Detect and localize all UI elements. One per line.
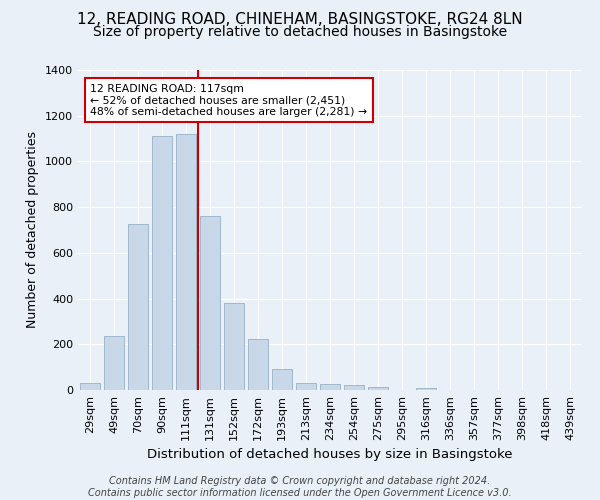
Bar [176, 134, 196, 390]
Text: Size of property relative to detached houses in Basingstoke: Size of property relative to detached ho… [93, 25, 507, 39]
Bar [296, 383, 316, 390]
Bar [320, 384, 340, 390]
Text: 12 READING ROAD: 117sqm
← 52% of detached houses are smaller (2,451)
48% of semi: 12 READING ROAD: 117sqm ← 52% of detache… [91, 84, 368, 117]
Bar [368, 386, 388, 390]
Bar [80, 382, 100, 390]
Bar [152, 136, 172, 390]
X-axis label: Distribution of detached houses by size in Basingstoke: Distribution of detached houses by size … [147, 448, 513, 461]
Y-axis label: Number of detached properties: Number of detached properties [26, 132, 40, 328]
Bar [248, 338, 268, 390]
Text: Contains HM Land Registry data © Crown copyright and database right 2024.
Contai: Contains HM Land Registry data © Crown c… [88, 476, 512, 498]
Bar [272, 370, 292, 390]
Bar [128, 224, 148, 390]
Text: 12, READING ROAD, CHINEHAM, BASINGSTOKE, RG24 8LN: 12, READING ROAD, CHINEHAM, BASINGSTOKE,… [77, 12, 523, 28]
Bar [224, 303, 244, 390]
Bar [200, 216, 220, 390]
Bar [104, 336, 124, 390]
Bar [344, 386, 364, 390]
Bar [416, 388, 436, 390]
